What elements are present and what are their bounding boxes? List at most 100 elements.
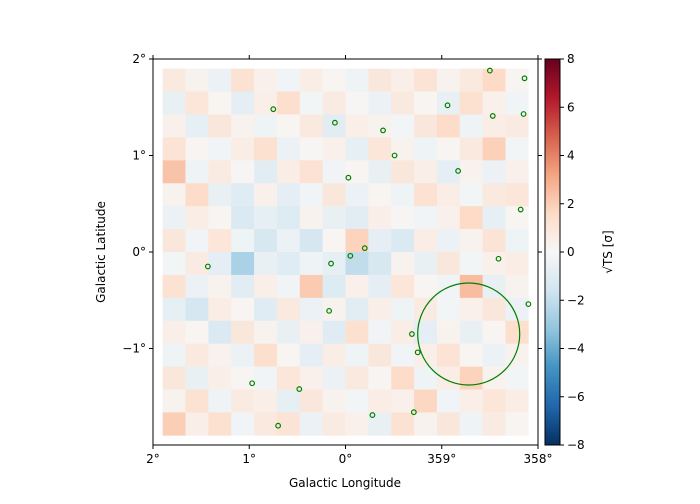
cell	[231, 114, 255, 138]
cell	[391, 274, 415, 299]
cell	[414, 91, 438, 115]
cell	[482, 320, 506, 344]
cell	[208, 297, 232, 322]
cell	[414, 320, 438, 344]
cell	[345, 229, 369, 253]
cell	[414, 252, 438, 276]
cell	[505, 389, 529, 413]
cell	[231, 366, 255, 390]
cell	[391, 114, 415, 138]
cell	[459, 389, 483, 413]
region-circle	[417, 282, 521, 386]
source-marker	[328, 260, 334, 267]
y-axis-label: Galactic Latitude	[94, 201, 108, 303]
cell	[299, 183, 323, 207]
cell	[185, 252, 209, 276]
heatmap	[162, 68, 529, 436]
cell	[299, 343, 323, 367]
source-marker	[326, 307, 333, 314]
cell	[505, 68, 529, 92]
source-marker	[444, 102, 451, 109]
cell	[254, 68, 278, 92]
cell	[208, 343, 232, 367]
source-marker	[520, 111, 527, 117]
cell	[482, 389, 506, 413]
cell	[436, 343, 461, 367]
cell	[162, 366, 186, 390]
cell	[436, 160, 461, 184]
cell	[505, 320, 529, 344]
cell	[459, 229, 483, 253]
cell	[345, 137, 369, 161]
cell	[254, 252, 278, 276]
cell	[505, 160, 529, 184]
cell	[299, 206, 323, 230]
cell	[254, 274, 278, 299]
colorbar-tick-label: 6	[567, 100, 575, 114]
cell	[482, 206, 506, 230]
cell	[459, 91, 483, 115]
cell	[414, 68, 438, 92]
cell	[185, 412, 209, 436]
cell	[254, 229, 278, 253]
cell	[391, 297, 415, 322]
cell	[459, 206, 483, 230]
cell	[482, 68, 506, 92]
cell	[208, 412, 232, 436]
cell	[505, 206, 529, 230]
colorbar	[545, 59, 560, 445]
cell	[322, 252, 346, 276]
cell	[482, 343, 506, 367]
cell	[345, 206, 369, 230]
cell	[208, 366, 232, 390]
colorbar-tick-label: −2	[567, 293, 585, 307]
cell	[322, 297, 346, 322]
cell	[208, 160, 232, 184]
cell	[322, 229, 346, 253]
cell	[231, 343, 255, 367]
cell	[299, 412, 323, 436]
cell	[276, 343, 301, 367]
cell	[459, 274, 483, 299]
cell	[276, 137, 301, 161]
cell	[276, 274, 301, 299]
cell	[368, 183, 392, 207]
cell	[345, 297, 369, 322]
cell	[436, 183, 461, 207]
y-tick-label: 1°	[132, 149, 146, 163]
cell	[254, 137, 278, 161]
cell	[254, 160, 278, 184]
cell	[276, 160, 301, 184]
source-marker	[369, 412, 376, 418]
cell	[414, 114, 438, 138]
cell	[254, 206, 278, 230]
cell	[345, 183, 369, 207]
cell	[391, 366, 415, 390]
cell	[459, 114, 483, 138]
cell	[368, 412, 392, 436]
cell	[185, 274, 209, 299]
cell	[505, 229, 529, 253]
cell	[276, 320, 301, 344]
cell	[345, 160, 369, 184]
cell	[459, 297, 483, 322]
cell	[162, 206, 186, 230]
cell	[276, 91, 301, 115]
cell	[162, 183, 186, 207]
cell	[368, 91, 392, 115]
source-marker	[409, 331, 415, 337]
cell	[208, 320, 232, 344]
colorbar-label: √TS [σ]	[601, 230, 615, 273]
colorbar-tick-label: 0	[567, 245, 575, 259]
cell	[414, 274, 438, 299]
cell	[505, 366, 529, 390]
cell	[254, 320, 278, 344]
cell	[162, 91, 186, 115]
cell	[185, 206, 209, 230]
cell	[482, 91, 506, 115]
cell	[254, 366, 278, 390]
cell	[299, 68, 323, 92]
cell	[345, 389, 369, 413]
cell	[276, 366, 301, 390]
cell	[162, 229, 186, 253]
